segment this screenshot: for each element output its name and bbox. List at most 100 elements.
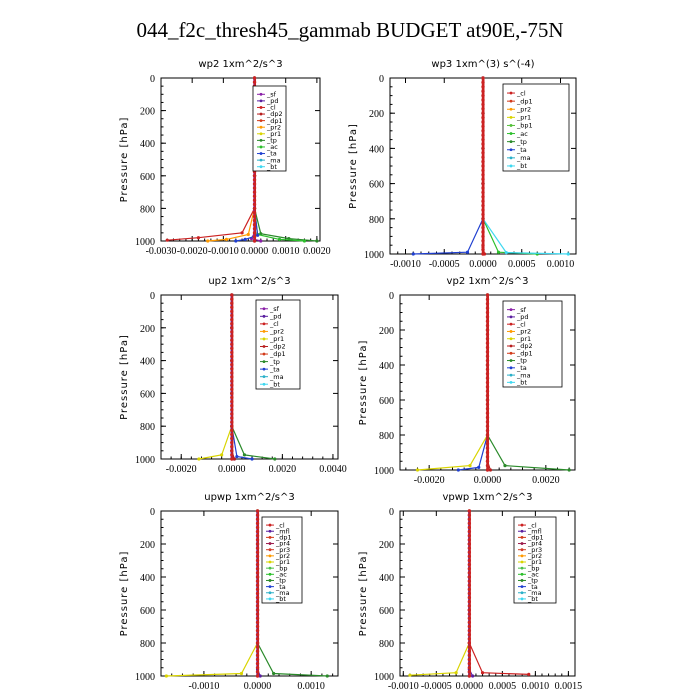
profile-point — [467, 517, 472, 521]
legend-entry: _ta — [266, 150, 277, 158]
profile-point — [467, 550, 472, 554]
profile-point — [485, 367, 490, 372]
legend-marker — [262, 322, 266, 326]
legend-marker — [509, 359, 513, 362]
legend-marker — [268, 566, 272, 570]
profile-point — [230, 440, 234, 445]
profile-point — [252, 210, 257, 215]
profile-point — [255, 521, 260, 526]
legend-entry: _ac — [275, 571, 287, 579]
legend-entry: _pd — [266, 97, 279, 105]
legend-entry: _pr2 — [516, 105, 531, 113]
profile-point — [230, 408, 234, 412]
legend-entry: _pr2 — [269, 328, 284, 336]
profile-point — [485, 428, 490, 433]
profile-point — [467, 645, 472, 649]
data-point — [468, 464, 472, 468]
data-point — [224, 237, 229, 241]
profile-point — [485, 463, 490, 468]
legend-entry: _ta — [516, 364, 527, 372]
data-point — [408, 673, 412, 677]
profile-point — [481, 151, 485, 155]
profile-point — [255, 534, 260, 538]
legend-entry: _dp2 — [266, 110, 283, 118]
profile-point — [481, 195, 485, 199]
series-line — [409, 511, 470, 676]
legend-marker — [262, 345, 266, 348]
profile-point — [485, 310, 490, 315]
profile-point — [467, 546, 472, 550]
profile-point — [485, 319, 490, 323]
profile-point — [467, 616, 472, 620]
profile-point — [467, 641, 472, 645]
y-tick-label: 0 — [150, 507, 155, 518]
legend-entry: _tp — [269, 358, 280, 366]
data-point — [272, 671, 276, 676]
profile-point — [467, 591, 472, 596]
legend-marker — [262, 337, 266, 341]
legend-entry: _cl — [527, 521, 537, 529]
x-tick-label: 0.0000 — [241, 246, 269, 257]
legend-marker — [509, 344, 513, 348]
data-point — [258, 674, 262, 678]
legend-entry: _sf — [266, 90, 277, 98]
profile-point — [255, 546, 260, 550]
legend-marker — [268, 542, 272, 545]
x-tick-label: -0.0030 — [146, 246, 177, 257]
chart-title: upwp 1xm^2/s^3 — [204, 492, 294, 503]
y-tick-label: 800 — [379, 431, 394, 442]
legend-marker — [262, 307, 266, 311]
profile-point — [485, 350, 490, 354]
profile-point — [252, 202, 257, 207]
legend-marker — [262, 382, 266, 386]
profile-point — [467, 509, 472, 513]
legend-entry: _pr2 — [527, 552, 542, 560]
profile-point — [467, 513, 472, 517]
profile-point — [255, 550, 260, 554]
data-point — [235, 454, 239, 459]
legend-marker — [259, 138, 263, 142]
y-tick-label: 800 — [140, 422, 155, 433]
legend-marker — [509, 315, 513, 319]
profile-point — [255, 608, 260, 612]
profile-point — [485, 297, 490, 302]
profile-point — [252, 194, 257, 198]
profile-point — [481, 247, 485, 252]
y-tick-label: 800 — [140, 639, 155, 650]
legend-entry: _pd — [516, 313, 529, 321]
profile-point — [255, 612, 260, 616]
legend-entry: _bp — [275, 564, 288, 572]
profile-point — [467, 628, 472, 633]
profile-point — [481, 129, 485, 133]
legend-entry: _pr4 — [275, 540, 290, 548]
legend-box — [252, 85, 287, 172]
data-point — [480, 671, 485, 675]
profile-point — [252, 227, 257, 231]
profile-point — [255, 583, 260, 587]
legend-marker — [520, 572, 524, 576]
y-axis-label: Pressure [hPa] — [358, 340, 369, 426]
legend-marker — [509, 107, 513, 111]
legend-entry: _cl — [516, 320, 526, 328]
y-tick-label: 600 — [140, 606, 155, 617]
profile-point — [230, 428, 234, 432]
profile-point — [230, 334, 234, 338]
legend-marker — [509, 164, 513, 168]
legend-marker — [268, 585, 272, 589]
y-tick-label: 1000 — [135, 672, 155, 683]
legend-entry: _mfl — [527, 527, 542, 535]
x-tick-label: 0.0010 — [547, 259, 575, 270]
data-point — [239, 671, 244, 676]
legend-entry: _sf — [516, 306, 527, 314]
profile-point — [230, 399, 234, 404]
y-axis-label: Pressure [hPa] — [119, 117, 130, 203]
profile-point — [230, 297, 234, 301]
data-point — [206, 239, 210, 243]
profile-point — [485, 345, 490, 350]
profile-point — [230, 305, 234, 309]
profile-point — [467, 521, 472, 526]
legend-entry: _cl — [516, 89, 526, 97]
plot-frame — [160, 77, 321, 242]
legend-marker — [262, 314, 266, 318]
